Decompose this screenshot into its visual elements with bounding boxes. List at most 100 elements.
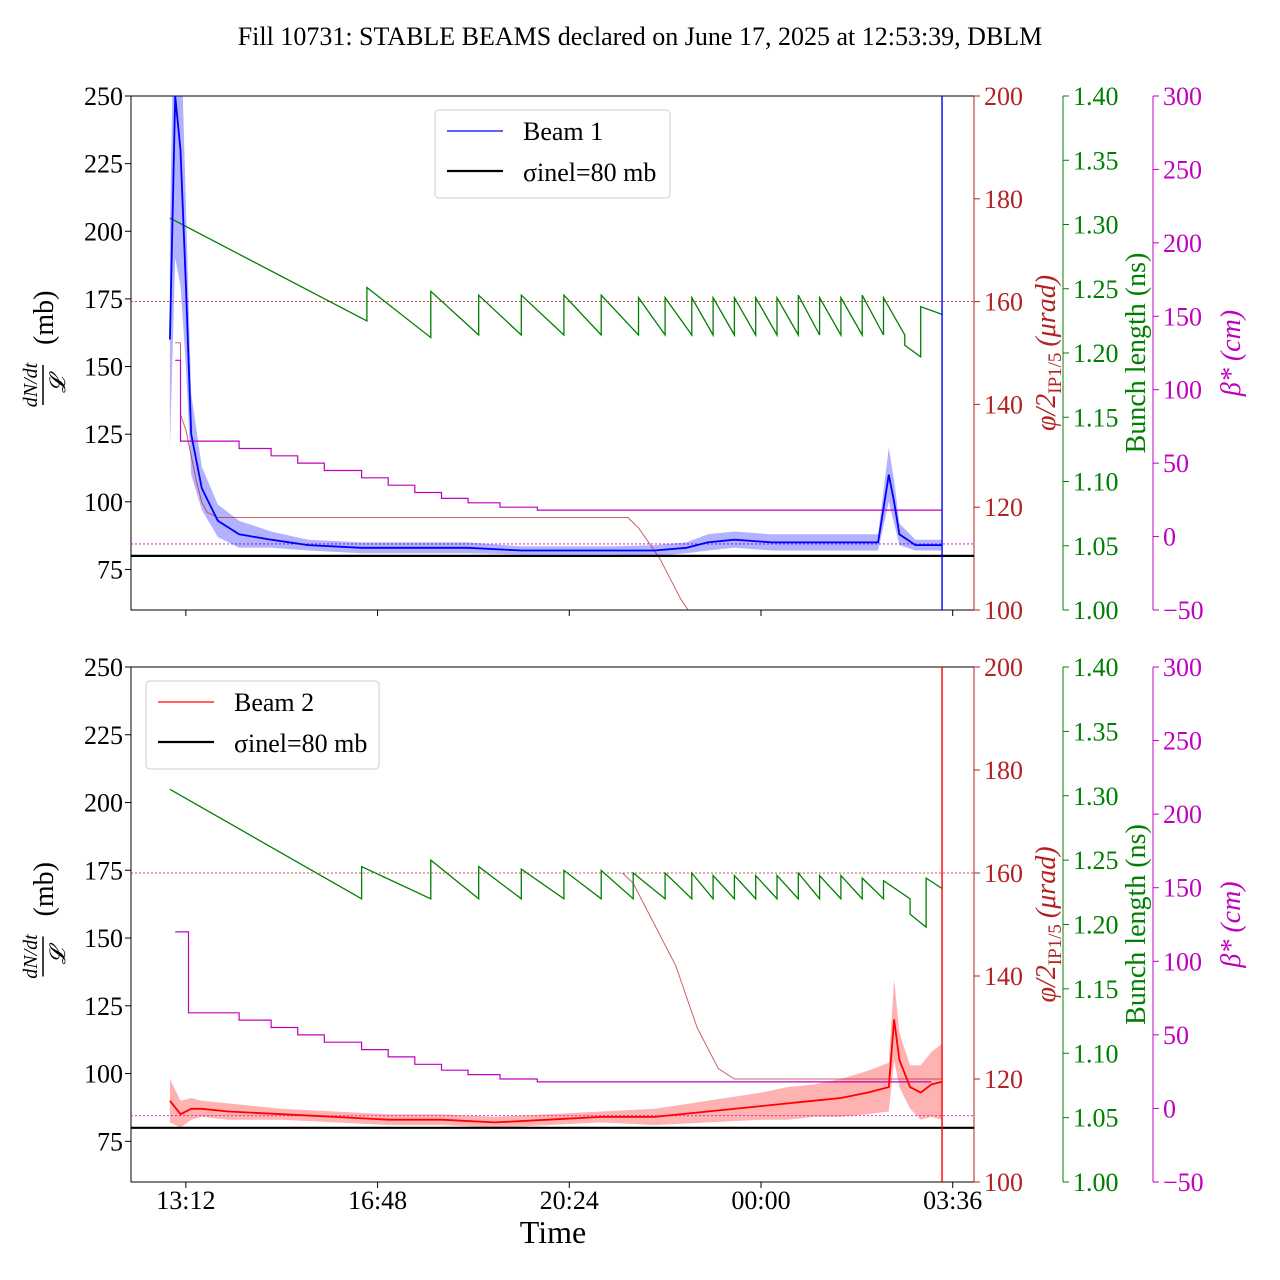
beta-axis-tick-label: 250 bbox=[1163, 155, 1202, 184]
beam-1-panel: 75 100 125 150 175 200 225 250 dN/dt 𝓛 (mb) 100 120 1… bbox=[20, 82, 1247, 625]
legend-reference-label: σinel=80 mb bbox=[234, 729, 367, 758]
legend-beam-label: Beam 1 bbox=[523, 117, 603, 146]
beta-axis-tick-label: 150 bbox=[1163, 302, 1202, 331]
angle-axis-tick-label: 160 bbox=[984, 288, 1023, 317]
left-axis-tick-label: 200 bbox=[84, 217, 123, 246]
left-axis-label-unit: (mb) bbox=[29, 291, 60, 345]
crossing-angle-series bbox=[175, 342, 689, 610]
left-axis-tick-label: 175 bbox=[84, 856, 123, 885]
x-axis-tick-label: 03:36 bbox=[923, 1186, 982, 1215]
bunch-axis-label: Bunch length (ns) bbox=[1121, 824, 1152, 1025]
beta-axis-tick-label: −50 bbox=[1163, 596, 1204, 625]
x-axis-tick-label: 20:24 bbox=[540, 1186, 599, 1215]
bunch-axis-tick-label: 1.25 bbox=[1073, 846, 1119, 875]
angle-axis-tick-label: 100 bbox=[984, 1168, 1023, 1197]
left-axis-tick-label: 250 bbox=[84, 82, 123, 111]
bunch-axis-tick-label: 1.35 bbox=[1073, 717, 1119, 746]
angle-axis-tick-label: 140 bbox=[984, 390, 1023, 419]
bunch-axis-tick-label: 1.30 bbox=[1073, 782, 1119, 811]
beta-axis-tick-label: 50 bbox=[1163, 1021, 1189, 1050]
legend: Beam 2 σinel=80 mb bbox=[145, 680, 380, 770]
x-axis-tick-label: 00:00 bbox=[731, 1186, 790, 1215]
bunch-axis-tick-label: 1.05 bbox=[1073, 1104, 1119, 1133]
bunch-axis-tick-label: 1.20 bbox=[1073, 911, 1119, 940]
left-axis-tick-label: 225 bbox=[84, 150, 123, 179]
crossing-angle-series bbox=[622, 872, 942, 1080]
bunch-axis-tick-label: 1.15 bbox=[1073, 403, 1119, 432]
left-axis-label-denominator: 𝓛 bbox=[45, 371, 70, 393]
bunch-axis-tick-label: 1.35 bbox=[1073, 146, 1119, 175]
plot-area bbox=[131, 96, 974, 610]
legend-box bbox=[145, 680, 380, 770]
bunch-axis-label-group: Bunch length (ns) bbox=[1121, 253, 1152, 454]
bunch-length-series bbox=[169, 788, 943, 929]
left-axis-label-unit: (mb) bbox=[29, 862, 60, 916]
beta-axis-label-group: β* (cm) bbox=[1216, 881, 1247, 968]
beta-axis-tick-label: 0 bbox=[1163, 523, 1176, 552]
left-axis-tick-label: 250 bbox=[84, 653, 123, 682]
angle-axis-tick-label: 140 bbox=[984, 962, 1023, 991]
angle-axis-tick-label: 120 bbox=[984, 493, 1023, 522]
angle-axis-label-subscript: IP1/5 bbox=[1045, 353, 1066, 394]
angle-axis-label-unit: (μrad) bbox=[1031, 275, 1062, 347]
bunch-axis-tick-label: 1.20 bbox=[1073, 339, 1119, 368]
beta-axis-tick-label: 0 bbox=[1163, 1094, 1176, 1123]
left-axis-tick-label: 125 bbox=[84, 420, 123, 449]
beta-axis-tick-label: 250 bbox=[1163, 727, 1202, 756]
left-axis-label-numerator: dN/dt bbox=[20, 362, 42, 407]
angle-axis-tick-label: 200 bbox=[984, 82, 1023, 111]
bunch-axis-tick-label: 1.25 bbox=[1073, 275, 1119, 304]
bunch-axis-tick-label: 1.00 bbox=[1073, 1168, 1119, 1197]
beta-axis-tick-label: 300 bbox=[1163, 82, 1202, 111]
figure-title: Fill 10731: STABLE BEAMS declared on Jun… bbox=[238, 22, 1043, 51]
angle-axis-tick-label: 160 bbox=[984, 859, 1023, 888]
angle-axis-tick-label: 200 bbox=[984, 653, 1023, 682]
beam-2-panel: 75 100 125 150 175 200 225 250 dN/dt 𝓛 (mb) 13:12 16… bbox=[20, 653, 1247, 1215]
bunch-length-series bbox=[169, 217, 943, 359]
left-axis-label-denominator: 𝓛 bbox=[45, 943, 70, 965]
angle-axis-label-text: φ/2IP1/5 (μrad) bbox=[1031, 846, 1066, 1002]
left-axis-tick-label: 125 bbox=[84, 992, 123, 1021]
left-axis-tick-label: 150 bbox=[84, 924, 123, 953]
beta-axis-tick-label: 100 bbox=[1163, 947, 1202, 976]
legend-beam-label: Beam 2 bbox=[234, 688, 314, 717]
angle-axis-label-subscript: IP1/5 bbox=[1045, 924, 1066, 965]
angle-axis-tick-label: 100 bbox=[984, 596, 1023, 625]
beta-axis-tick-label: 300 bbox=[1163, 653, 1202, 682]
legend-box bbox=[434, 109, 671, 199]
bunch-axis-tick-label: 1.40 bbox=[1073, 82, 1119, 111]
beta-axis-tick-label: 200 bbox=[1163, 229, 1202, 258]
bunch-axis-tick-label: 1.10 bbox=[1073, 468, 1119, 497]
beta-axis-tick-label: 200 bbox=[1163, 800, 1202, 829]
left-axis-label: dN/dt 𝓛 (mb) bbox=[20, 862, 70, 979]
beta-axis-tick-label: 150 bbox=[1163, 874, 1202, 903]
left-axis-tick-label: 75 bbox=[97, 1127, 123, 1156]
angle-axis-label: φ/2IP1/5 (μrad) bbox=[1031, 275, 1066, 431]
left-axis-tick-label: 100 bbox=[84, 1060, 123, 1089]
legend: Beam 1 σinel=80 mb bbox=[434, 109, 671, 199]
plot-area bbox=[131, 667, 974, 1182]
x-axis-tick-label: 13:12 bbox=[156, 1186, 215, 1215]
beta-axis-label-group: β* (cm) bbox=[1216, 310, 1247, 397]
angle-axis-tick-label: 120 bbox=[984, 1065, 1023, 1094]
angle-axis-label-unit: (μrad) bbox=[1031, 846, 1062, 918]
angle-axis-tick-label: 180 bbox=[984, 185, 1023, 214]
left-axis-tick-label: 200 bbox=[84, 789, 123, 818]
beta-axis-tick-label: 100 bbox=[1163, 376, 1202, 405]
angle-axis-label-symbol: φ/2 bbox=[1031, 965, 1062, 1002]
left-axis-label: dN/dt 𝓛 (mb) bbox=[20, 291, 70, 408]
bunch-axis-tick-label: 1.05 bbox=[1073, 532, 1119, 561]
bunch-axis-label-group: Bunch length (ns) bbox=[1121, 824, 1152, 1025]
beam-series bbox=[169, 1019, 943, 1124]
beta-star-series bbox=[175, 931, 932, 1083]
beta-axis-label: β* (cm) bbox=[1216, 881, 1247, 968]
bunch-axis-tick-label: 1.15 bbox=[1073, 975, 1119, 1004]
angle-axis-label-symbol: φ/2 bbox=[1031, 394, 1062, 431]
bunch-axis-tick-label: 1.10 bbox=[1073, 1039, 1119, 1068]
beta-axis-label: β* (cm) bbox=[1216, 310, 1247, 397]
x-axis-tick-label: 16:48 bbox=[348, 1186, 407, 1215]
bunch-axis-tick-label: 1.30 bbox=[1073, 211, 1119, 240]
beta-axis-tick-label: −50 bbox=[1163, 1168, 1204, 1197]
left-axis-tick-label: 175 bbox=[84, 285, 123, 314]
